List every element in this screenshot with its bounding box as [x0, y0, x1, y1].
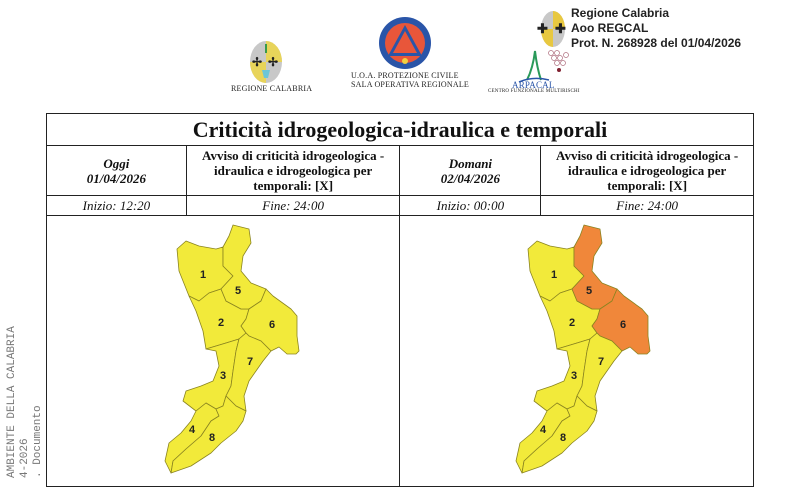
- tomorrow-label: Domani: [448, 155, 493, 171]
- arpacal-caption: ARPACAL: [512, 80, 555, 90]
- tomorrow-zone-label-5: 5: [586, 285, 592, 297]
- today-zone-8: [170, 395, 247, 474]
- today-zone-label-5: 5: [235, 285, 241, 297]
- today-zone-6: [240, 288, 300, 355]
- today-label: Oggi: [103, 155, 130, 171]
- today-zone-label-1: 1: [200, 269, 206, 281]
- tomorrow-zone-label-7: 7: [598, 356, 604, 368]
- regione-calabria-logo: ✢ ✢: [250, 41, 282, 83]
- protezione-civile-caption-2: SALA OPERATIVA REGIONALE: [351, 80, 469, 89]
- protocol-line1: Regione Calabria: [571, 6, 670, 20]
- tomorrow-zone-label-1: 1: [551, 269, 557, 281]
- protocol-crest-logo: ✚ ✚: [537, 11, 566, 47]
- tomorrow-zone-label-6: 6: [620, 319, 626, 331]
- today-zone-label-3: 3: [220, 370, 226, 382]
- today-end: Fine: 24:00: [185, 195, 401, 216]
- side-stamp-line1: AMBIENTE DELLA CALABRIA: [6, 326, 18, 478]
- today-notice: Avviso di criticità idrogeologica - idra…: [185, 145, 401, 196]
- tomorrow-start: Inizio: 00:00: [399, 195, 542, 216]
- tomorrow-zone-6: [592, 288, 651, 355]
- tomorrow-zone-7: [577, 332, 623, 412]
- table-title: Criticità idrogeologica-idraulica e temp…: [46, 113, 754, 146]
- today-map: 1 2 3 4 5 6 7 8: [164, 224, 300, 474]
- svg-text:✚: ✚: [555, 21, 566, 36]
- tomorrow-zone-5: [572, 224, 618, 310]
- today-start: Inizio: 12:20: [46, 195, 187, 216]
- tomorrow-header: Domani 02/04/2026: [399, 145, 542, 196]
- side-stamp-line2: 4-2026: [19, 438, 31, 478]
- arpacal-logo: [518, 50, 569, 83]
- tomorrow-zone-label-4: 4: [540, 424, 547, 436]
- svg-text:✚: ✚: [537, 21, 548, 36]
- tomorrow-end: Fine: 24:00: [540, 195, 754, 216]
- today-zone-label-7: 7: [247, 356, 253, 368]
- today-zone-label-4: 4: [189, 424, 196, 436]
- tomorrow-zone-8: [522, 395, 598, 474]
- protezione-civile-caption-1: U.O.A. PROTEZIONE CIVILE: [351, 71, 459, 80]
- criticality-table: Criticità idrogeologica-idraulica e temp…: [45, 113, 754, 487]
- protocol-line3: Prot. N. 268928 del 01/04/2026: [571, 36, 742, 50]
- today-zone-label-2: 2: [218, 317, 224, 329]
- regione-calabria-caption: REGIONE CALABRIA: [231, 84, 313, 93]
- today-zone-label-6: 6: [269, 319, 275, 331]
- svg-text:✢: ✢: [252, 55, 262, 69]
- today-zone-5: [220, 224, 267, 310]
- today-map-cell: 1 2 3 4 5 6 7 8: [45, 215, 401, 487]
- svg-text:✢: ✢: [268, 55, 278, 69]
- side-stamp-line3: . Documento: [32, 405, 44, 478]
- today-zone-7: [225, 332, 272, 412]
- protocol-stamp: Regione Calabria Aoo REGCAL Prot. N. 268…: [571, 6, 741, 51]
- tomorrow-zone-label-2: 2: [569, 317, 575, 329]
- tomorrow-map: 1 2 3 4 5 6 7 8: [516, 224, 651, 474]
- today-date: 01/04/2026: [86, 170, 147, 186]
- tomorrow-zone-label-8: 8: [560, 432, 566, 444]
- arpacal-subcaption: CENTRO FUNZIONALE MULTIRISCHI: [488, 89, 580, 94]
- tomorrow-map-cell: 1 2 3 4 5 6 7 8: [399, 215, 754, 487]
- protocol-line2: Aoo REGCAL: [571, 21, 649, 35]
- today-header: Oggi 01/04/2026: [46, 145, 187, 196]
- tomorrow-zone-label-3: 3: [571, 370, 577, 382]
- today-zone-label-8: 8: [209, 432, 215, 444]
- protezione-civile-logo: [379, 17, 431, 69]
- tomorrow-date: 02/04/2026: [440, 170, 500, 186]
- tomorrow-notice: Avviso di criticità idrogeologica - idra…: [540, 145, 754, 196]
